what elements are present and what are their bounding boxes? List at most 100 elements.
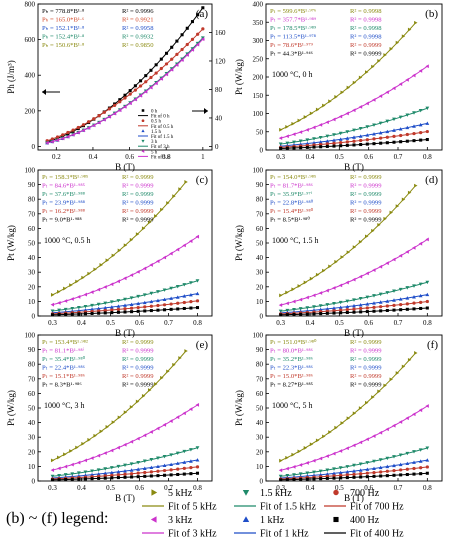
data-point — [116, 464, 121, 469]
data-point — [371, 64, 375, 69]
data-point — [285, 466, 289, 471]
x-axis-label: B (T) — [115, 328, 135, 338]
data-point — [189, 306, 193, 310]
data-point — [180, 33, 184, 37]
data-point — [332, 471, 336, 475]
data-point — [189, 292, 193, 297]
data-point — [123, 472, 127, 476]
data-point — [405, 77, 409, 82]
data-point — [305, 127, 309, 132]
data-point — [159, 66, 163, 71]
data-point — [425, 465, 429, 469]
data-point — [279, 458, 283, 463]
data-point — [103, 305, 108, 310]
data-point — [163, 308, 167, 312]
data-point — [143, 305, 147, 309]
data-point — [83, 458, 87, 463]
data-point — [156, 456, 160, 460]
data-point — [395, 371, 400, 375]
data-point — [129, 439, 134, 444]
fit-r-squared: R² = 0.9999 — [122, 183, 154, 190]
data-point — [385, 469, 389, 473]
data-point — [149, 430, 153, 434]
data-point — [123, 276, 127, 281]
x-tick-label: 0.6 — [364, 319, 373, 327]
data-point — [399, 133, 403, 138]
data-point — [299, 477, 303, 481]
y-tick-label: 30 — [28, 434, 36, 442]
data-point — [352, 472, 356, 476]
bottom-legend-label: Fit of 3 kHz — [168, 529, 217, 540]
bottom-legend-label: Fit of 1 kHz — [260, 529, 309, 540]
data-point — [279, 127, 283, 132]
y-tick-label: 0 — [260, 478, 264, 486]
data-point — [352, 443, 356, 448]
data-point — [334, 95, 338, 99]
y-tick-label: 70 — [256, 375, 264, 383]
data-point — [379, 470, 383, 474]
data-point — [359, 138, 363, 143]
data-point — [378, 300, 383, 304]
data-point — [133, 88, 137, 92]
data-point — [57, 289, 61, 294]
fit-equation: Pₜ = 8.5*B¹·⁹⁸⁰ — [270, 216, 310, 224]
data-point — [385, 474, 389, 478]
fit-r-squared: R² = 0.9999 — [350, 217, 382, 224]
panel-label: (f) — [427, 339, 438, 351]
data-point — [358, 274, 363, 279]
x-tick-label: 0.5 — [335, 153, 344, 161]
y-tick-label: 100 — [253, 110, 264, 118]
fit-r-squared: R² = 0.9999 — [350, 51, 382, 58]
data-point — [414, 183, 418, 188]
data-point — [111, 420, 116, 425]
data-point — [129, 472, 134, 476]
data-point — [399, 140, 403, 144]
data-point — [418, 448, 423, 452]
data-point — [332, 302, 336, 306]
data-point — [91, 123, 96, 128]
data-point — [110, 476, 114, 480]
data-point — [142, 300, 147, 305]
data-point — [103, 471, 108, 475]
data-point — [129, 405, 134, 409]
bottom-legend-label: 1 kHz — [260, 515, 285, 526]
data-point — [162, 422, 167, 427]
data-point — [338, 305, 343, 309]
data-point — [385, 304, 389, 308]
data-point — [103, 311, 107, 315]
data-point — [383, 216, 387, 221]
data-point — [189, 407, 193, 412]
data-point — [358, 75, 363, 80]
data-point — [325, 476, 329, 480]
data-point — [136, 305, 140, 310]
data-point — [97, 311, 101, 315]
data-point — [318, 456, 323, 461]
fit-line-3-h — [47, 37, 204, 144]
data-point — [371, 228, 375, 233]
data-point — [328, 264, 332, 269]
data-point — [352, 108, 356, 113]
y2-tick-label: 120 — [215, 57, 226, 65]
condition-annotation: 1000 °C, 1.5 h — [272, 236, 319, 245]
data-point — [392, 455, 396, 459]
data-point — [392, 423, 396, 428]
fit-line-3-kHz — [280, 405, 428, 471]
data-point — [365, 400, 369, 405]
data-point — [285, 478, 289, 482]
data-point — [70, 306, 75, 311]
data-point — [412, 124, 416, 128]
fit-equation: Pₜ = 35.4*B¹·⁹⁸⁰ — [42, 355, 86, 363]
data-point — [383, 383, 387, 388]
fit-equation: Pₜ = 81.7*B¹·⁹⁸⁶ — [270, 183, 313, 190]
data-point — [176, 472, 180, 477]
data-point — [345, 308, 349, 312]
data-point — [297, 449, 301, 454]
data-point — [196, 32, 200, 36]
fit-equation: Pₕ = 152.4*B¹·⁸ — [42, 34, 85, 41]
data-point — [99, 263, 103, 267]
y-tick-label: 300 — [253, 37, 264, 45]
data-point — [309, 276, 314, 281]
data-point — [332, 309, 336, 313]
data-point — [425, 299, 429, 304]
data-point — [154, 81, 158, 86]
